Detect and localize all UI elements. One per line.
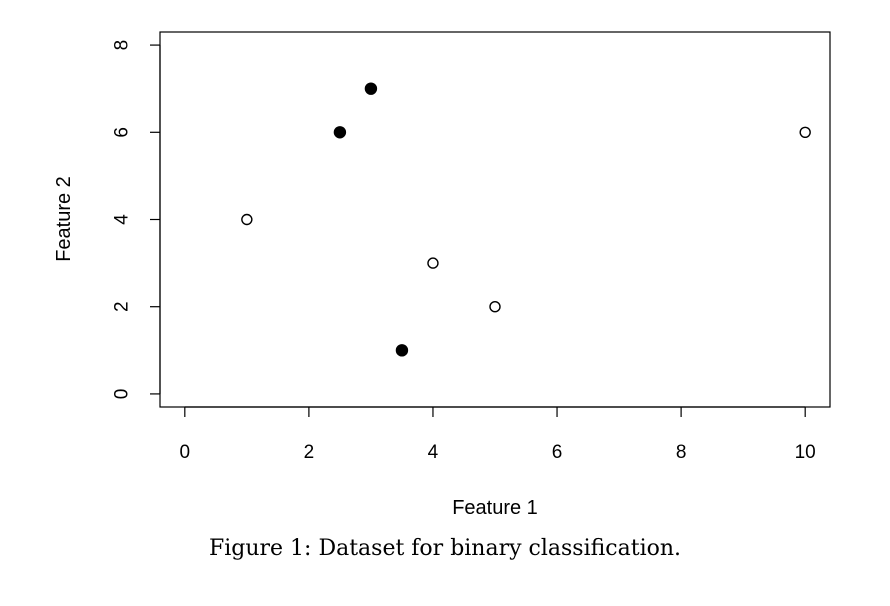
open-point (799, 126, 811, 138)
x-tick-label: 10 (795, 442, 816, 463)
x-tick-label: 4 (428, 442, 439, 463)
x-tick-label: 8 (676, 442, 687, 463)
open-point (489, 301, 501, 313)
y-axis: 0 2 4 6 8 (112, 40, 161, 399)
data-points (241, 82, 811, 357)
filled-point (364, 82, 378, 95)
y-tick-label: 4 (112, 214, 133, 225)
filled-point (395, 344, 409, 357)
open-point (427, 257, 439, 269)
figure-caption: Figure 1: Dataset for binary classificat… (208, 536, 682, 561)
x-tick-label: 6 (552, 442, 563, 463)
x-axis-label: Feature 1 (452, 497, 538, 519)
y-tick-label: 6 (112, 127, 133, 138)
open-point (241, 213, 253, 226)
y-tick-label: 0 (112, 389, 133, 400)
y-tick-label: 8 (112, 40, 133, 51)
plot-frame (159, 31, 831, 408)
x-axis: 0 2 4 6 8 10 (180, 406, 816, 463)
scatter-chart: 0 2 4 6 8 10 0 2 4 6 8 Feature 1 Feature 2 (53, 31, 831, 519)
y-axis-label: Feature 2 (53, 176, 75, 262)
x-tick-label: 0 (180, 442, 191, 463)
x-tick-label: 2 (304, 442, 315, 463)
filled-point (333, 126, 347, 139)
y-tick-label: 2 (112, 301, 133, 312)
